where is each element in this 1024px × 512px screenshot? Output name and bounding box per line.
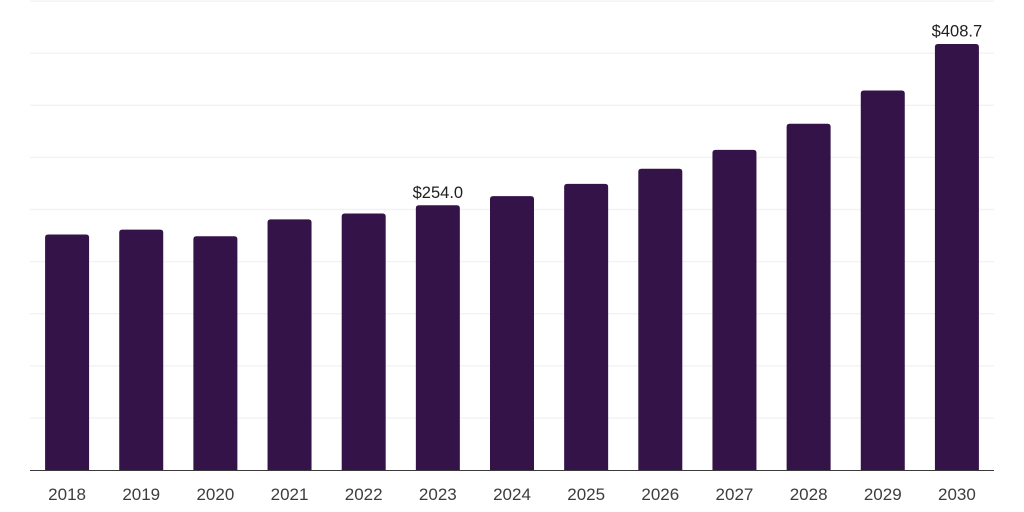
svg-text:2022: 2022 [345, 485, 383, 504]
svg-text:2028: 2028 [790, 485, 828, 504]
svg-text:2023: 2023 [419, 485, 457, 504]
svg-text:2030: 2030 [938, 485, 976, 504]
svg-text:2026: 2026 [641, 485, 679, 504]
svg-text:2018: 2018 [48, 485, 86, 504]
svg-text:2019: 2019 [122, 485, 160, 504]
svg-text:2024: 2024 [493, 485, 531, 504]
svg-text:$254.0: $254.0 [413, 184, 463, 202]
svg-text:2021: 2021 [271, 485, 309, 504]
svg-text:$408.7: $408.7 [932, 23, 982, 41]
svg-text:2027: 2027 [716, 485, 754, 504]
svg-text:2029: 2029 [864, 485, 902, 504]
svg-text:2020: 2020 [196, 485, 234, 504]
svg-text:2025: 2025 [567, 485, 605, 504]
